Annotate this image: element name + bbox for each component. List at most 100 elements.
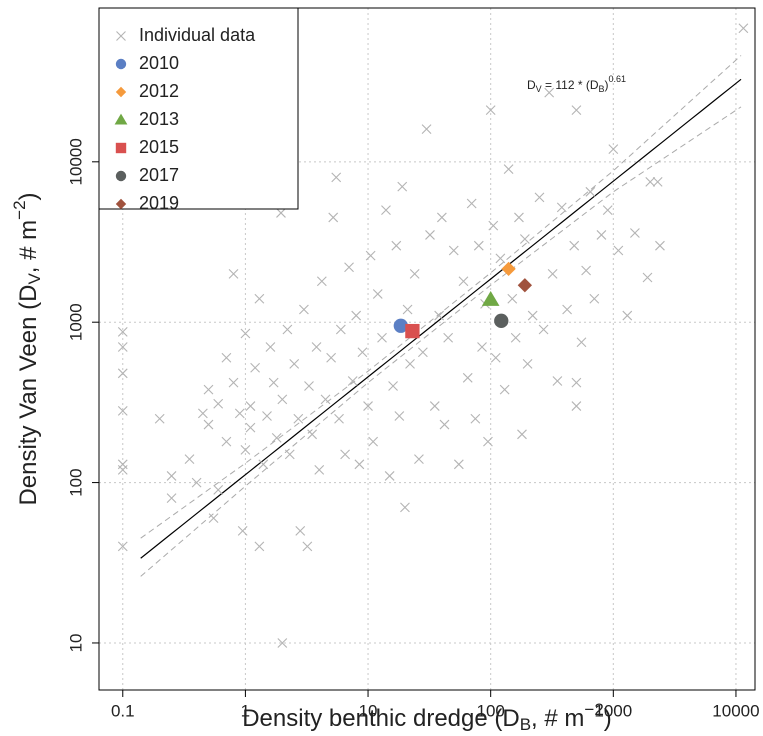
x-marker bbox=[544, 87, 555, 98]
x-marker bbox=[354, 459, 365, 470]
y-tick-label: 100 bbox=[66, 468, 85, 496]
x-marker bbox=[377, 332, 387, 343]
x-marker bbox=[311, 342, 322, 352]
label-part: V bbox=[25, 273, 44, 285]
diamond-marker bbox=[501, 261, 516, 277]
eq-part: B bbox=[599, 84, 605, 94]
x-marker bbox=[596, 230, 607, 240]
x-marker bbox=[203, 384, 214, 395]
x-marker bbox=[499, 384, 510, 395]
x-marker bbox=[421, 124, 432, 134]
x-marker bbox=[394, 411, 405, 421]
x-marker bbox=[571, 401, 582, 411]
x-marker bbox=[458, 276, 469, 287]
x-marker bbox=[589, 293, 600, 304]
y-axis-title: Density Van Veen (DV, # m−2) bbox=[10, 192, 44, 505]
label-part: ) bbox=[15, 192, 42, 200]
x-marker bbox=[613, 245, 624, 256]
x-marker bbox=[254, 293, 265, 304]
x-marker bbox=[495, 253, 506, 264]
x-marker bbox=[268, 377, 279, 388]
x-marker bbox=[363, 401, 373, 411]
x-marker bbox=[240, 444, 251, 455]
x-marker bbox=[304, 381, 314, 391]
x-marker bbox=[328, 212, 339, 223]
y-tick-label: 10 bbox=[66, 634, 85, 653]
x-marker bbox=[302, 541, 313, 552]
x-marker bbox=[562, 304, 572, 315]
label-part: −2 bbox=[10, 200, 29, 219]
x-axis-title: Density benthic dredge (DB, # m−2) bbox=[242, 700, 612, 734]
x-marker bbox=[485, 105, 496, 116]
x-marker bbox=[576, 337, 587, 348]
label-part: ) bbox=[604, 705, 612, 732]
legend-label: 2012 bbox=[139, 81, 179, 101]
x-marker bbox=[397, 181, 408, 192]
x-marker bbox=[372, 289, 383, 299]
square-marker bbox=[405, 323, 420, 339]
x-marker bbox=[117, 464, 128, 475]
x-marker bbox=[581, 265, 591, 276]
x-marker bbox=[462, 372, 473, 383]
legend-label: 2010 bbox=[139, 53, 179, 73]
x-marker bbox=[240, 328, 251, 339]
x-marker bbox=[365, 250, 376, 261]
x-marker bbox=[453, 459, 464, 470]
eq-part: 112 bbox=[555, 78, 574, 92]
x-marker bbox=[334, 413, 344, 424]
x-marker bbox=[534, 192, 545, 203]
x-marker bbox=[384, 471, 395, 481]
x-marker bbox=[391, 240, 402, 251]
x-marker bbox=[357, 347, 368, 358]
diamond-marker bbox=[517, 278, 533, 293]
legend-label: Individual data bbox=[139, 25, 256, 45]
x-marker bbox=[405, 358, 415, 369]
x-marker bbox=[519, 234, 530, 244]
x-marker bbox=[443, 332, 454, 343]
x-marker bbox=[510, 332, 521, 343]
x-marker bbox=[488, 220, 499, 231]
x-marker bbox=[645, 176, 656, 187]
x-marker bbox=[473, 240, 484, 251]
x-marker bbox=[642, 272, 653, 283]
x-marker bbox=[213, 485, 224, 495]
x-tick-label: 1 bbox=[241, 701, 250, 720]
fit-equation: DV = 112 * (DB)0.61 bbox=[527, 74, 626, 94]
x-marker bbox=[439, 419, 450, 430]
fit-line bbox=[140, 78, 742, 559]
x-marker bbox=[477, 342, 487, 352]
x-marker bbox=[265, 342, 276, 352]
x-marker bbox=[307, 429, 318, 440]
legend: Individual data 2010 2012 2013 2015 2017 2019 bbox=[98, 7, 299, 213]
x-marker bbox=[340, 449, 350, 460]
x-marker bbox=[203, 419, 214, 430]
x-marker bbox=[538, 324, 549, 335]
x-tick-label: 10000 bbox=[712, 701, 759, 720]
eq-part: D bbox=[527, 78, 536, 92]
x-marker bbox=[166, 493, 177, 504]
x-marker bbox=[117, 327, 128, 337]
x-marker bbox=[245, 422, 256, 433]
x-marker bbox=[277, 394, 288, 405]
x-marker bbox=[388, 381, 398, 391]
x-marker bbox=[585, 186, 596, 197]
label-part: Density benthic dredge (D bbox=[242, 705, 519, 732]
x-marker bbox=[117, 342, 128, 352]
x-marker bbox=[417, 347, 428, 358]
x-marker bbox=[466, 198, 477, 209]
x-marker bbox=[271, 432, 282, 443]
x-marker bbox=[414, 454, 424, 465]
x-marker bbox=[429, 401, 440, 411]
x-marker bbox=[314, 464, 325, 475]
x-marker bbox=[552, 376, 563, 386]
label-part: −2 bbox=[584, 700, 603, 719]
x-marker bbox=[213, 398, 224, 409]
x-marker bbox=[293, 413, 304, 424]
x-marker bbox=[448, 245, 459, 256]
x-marker bbox=[276, 208, 286, 218]
x-marker bbox=[470, 413, 481, 424]
x-tick-label: 1000 bbox=[594, 701, 632, 720]
x-marker bbox=[320, 394, 331, 405]
x-marker bbox=[117, 541, 128, 552]
